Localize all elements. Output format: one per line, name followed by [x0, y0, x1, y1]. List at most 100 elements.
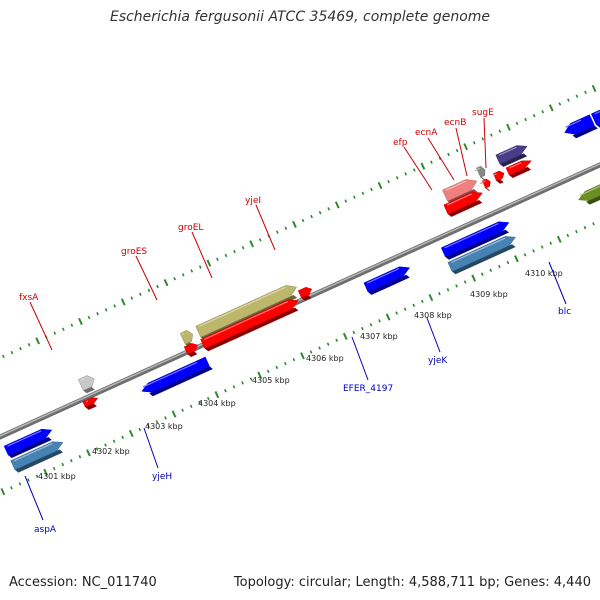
gene-aspA — [10, 441, 64, 471]
gene-yjeI — [297, 287, 313, 299]
tick-upper — [318, 211, 322, 215]
gene-groES — [179, 330, 193, 345]
label-leaders — [24, 117, 567, 521]
gene-aspA-blue-highlight — [7, 430, 42, 447]
tick-lower — [147, 423, 150, 428]
tick-upper — [430, 160, 433, 164]
gene-yjeK-highlight — [450, 237, 506, 264]
tick-upper — [548, 104, 554, 112]
tick-upper — [558, 102, 562, 106]
gene-blue-far — [564, 114, 595, 135]
tick-upper — [412, 168, 416, 172]
tick-lower — [266, 369, 270, 374]
gene-groEL — [195, 285, 298, 338]
tick-lower — [10, 486, 13, 490]
genome-summary: Topology: circular; Length: 4,588,711 bp… — [233, 575, 591, 590]
leader-bottom-3 — [426, 317, 441, 353]
tick-lower — [361, 326, 364, 331]
gene-label-groEL: groEL — [178, 223, 203, 233]
leader-top-1 — [135, 255, 158, 301]
gene-label-yjeI: yjeI — [245, 196, 261, 206]
tick-lower — [241, 381, 244, 385]
tick-lower — [78, 455, 82, 459]
tick-lower — [489, 268, 493, 273]
tick-lower — [583, 225, 587, 230]
gene-efp-red — [443, 191, 483, 215]
tick-upper — [463, 143, 469, 151]
tick-upper — [35, 337, 41, 345]
tick-lower — [523, 253, 527, 257]
gene-blue-end — [590, 109, 600, 126]
gene-groEL-highlight — [198, 286, 286, 327]
gene-aspA-shadow — [14, 449, 63, 473]
tick-lower — [342, 332, 348, 340]
tick-lower — [309, 350, 313, 354]
tick-lower — [385, 313, 391, 321]
leader-top-0 — [29, 301, 53, 351]
gene-ecnA-red-shadow — [485, 187, 490, 191]
tick-upper — [78, 317, 83, 326]
tick-lower — [164, 416, 167, 420]
gene-label-EFER_4197: EFER_4197 — [343, 384, 393, 394]
gene-groEL-red-shadow — [204, 307, 299, 352]
tick-upper — [224, 253, 228, 258]
gene-sugE-red-highlight — [509, 162, 522, 169]
gene-yjeH-highlight — [142, 361, 198, 388]
tick-upper — [387, 179, 390, 184]
gene-fxsA-red — [82, 397, 99, 408]
gene-EFER_4197-shadow — [368, 274, 410, 295]
gene-blue-far-shadow — [572, 125, 598, 139]
leader-top-4 — [403, 146, 433, 191]
gene-yjeK-shadow — [452, 244, 516, 275]
tick-upper — [506, 123, 511, 131]
gene-fxsA-red-shadow — [85, 403, 97, 410]
tick-upper — [216, 257, 219, 262]
tick-upper — [472, 141, 476, 145]
tick-lower — [412, 303, 416, 308]
tick-lower — [198, 400, 202, 405]
tick-lower — [181, 408, 184, 412]
gene-label-blc: blc — [558, 307, 571, 317]
tick-upper — [19, 346, 22, 351]
tick-upper — [481, 137, 485, 141]
tick-lower — [224, 389, 227, 393]
gene-sugE-highlight — [498, 146, 517, 156]
gene-features — [3, 109, 600, 473]
tick-lower — [471, 274, 477, 282]
tick-lower — [438, 291, 441, 296]
gene-label-yjeH: yjeH — [152, 472, 172, 482]
tick-lower — [352, 330, 356, 335]
tick-upper — [567, 98, 570, 102]
gene-aspA-highlight — [13, 442, 53, 462]
tick-upper — [353, 195, 356, 199]
tick-upper — [163, 279, 169, 287]
tick-lower — [292, 357, 296, 362]
tick-upper — [147, 288, 151, 293]
tick-lower — [378, 319, 381, 323]
tick-upper — [113, 304, 117, 308]
tick-lower — [257, 371, 263, 379]
gene-efp-red-highlight — [446, 193, 472, 206]
tick-lower — [35, 474, 39, 478]
tick-upper — [301, 218, 305, 223]
gene-EFER_4197 — [363, 266, 411, 293]
gene-groEL-red-highlight — [203, 300, 288, 341]
tick-lower — [128, 429, 134, 438]
tick-upper — [334, 201, 340, 209]
tick-upper — [87, 315, 91, 320]
tick-marks — [0, 84, 600, 496]
gene-label-ecnA: ecnA — [415, 128, 438, 138]
tick-lower — [549, 241, 553, 245]
gene-yjeI-shadow — [301, 295, 312, 301]
leader-top-7 — [483, 117, 487, 169]
gene-sugE-shadow — [499, 153, 528, 167]
scale-label-2: 4302 kbp — [92, 447, 130, 456]
tick-upper — [327, 207, 331, 211]
tick-upper — [258, 238, 262, 242]
tick-lower — [395, 311, 398, 315]
tick-lower — [506, 260, 510, 265]
gene-label-yjeK: yjeK — [428, 356, 448, 366]
tick-lower — [463, 280, 467, 284]
leader-top-3 — [255, 204, 276, 251]
